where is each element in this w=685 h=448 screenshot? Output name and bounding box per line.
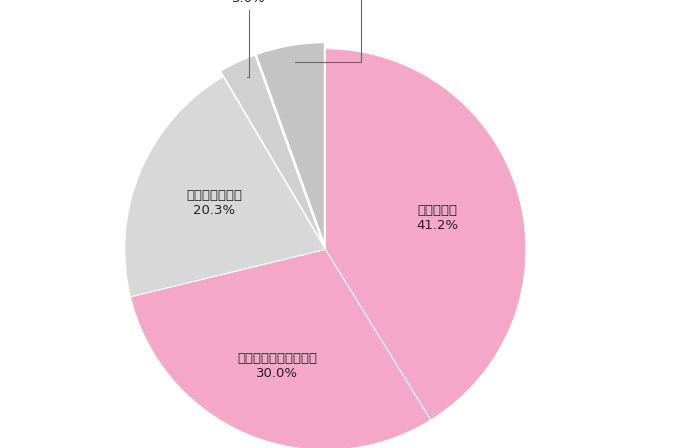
Wedge shape	[256, 43, 324, 243]
Text: 内臓脂肪が多いと健康
に良くないことを知らない
3.0%: 内臓脂肪が多いと健康 に良くないことを知らない 3.0%	[201, 0, 297, 78]
Wedge shape	[125, 77, 325, 297]
Text: 気にしていない
20.3%: 気にしていない 20.3%	[186, 189, 242, 216]
Wedge shape	[325, 49, 526, 420]
Text: 増えないようにしたい
30.0%: 増えないようにしたい 30.0%	[238, 352, 317, 380]
Wedge shape	[130, 250, 431, 448]
Text: 内臓脂肪を知らない
5.5%: 内臓脂肪を知らない 5.5%	[295, 0, 397, 62]
Wedge shape	[221, 55, 323, 244]
Text: 減らしたい
41.2%: 減らしたい 41.2%	[416, 203, 458, 232]
